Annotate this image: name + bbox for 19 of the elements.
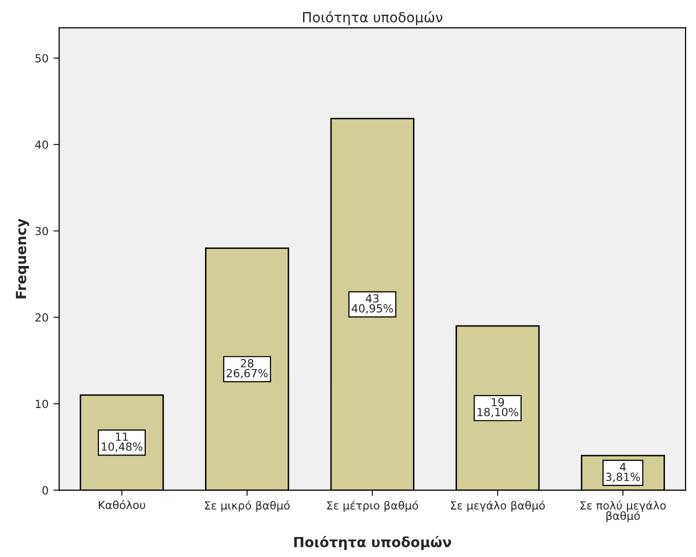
- data-label: 19 18,10%: [478, 398, 518, 418]
- data-label: 11 10,48%: [102, 432, 142, 452]
- y-tick-label: 10: [36, 400, 48, 408]
- x-tick-label: Σε μικρό βαθμό: [204, 500, 290, 512]
- y-tick-label: 50: [35, 54, 48, 62]
- x-tick-label: Σε μέτριο βαθμό: [327, 500, 418, 512]
- x-axis-title: Ποιότητα υποδομών: [294, 536, 452, 550]
- chart-title: Ποιότητα υποδομών: [303, 11, 442, 26]
- x-tick-label: Σε μεγάλο βαθμό: [450, 500, 545, 512]
- x-tick-label: Σε πολύ μεγάλο βαθμό: [580, 500, 666, 522]
- y-tick-label: 0: [42, 486, 48, 495]
- data-label: 43 40,95%: [352, 294, 393, 314]
- y-axis-title: Frequency: [16, 218, 30, 298]
- y-tick-label: 20: [35, 313, 48, 322]
- data-label: 4 3,81%: [606, 462, 640, 482]
- y-tick-label: 40: [35, 140, 48, 149]
- data-label: 28 26,67%: [226, 359, 268, 378]
- x-tick-label: Καθόλου: [98, 500, 146, 510]
- y-tick-label: 30: [35, 226, 48, 236]
